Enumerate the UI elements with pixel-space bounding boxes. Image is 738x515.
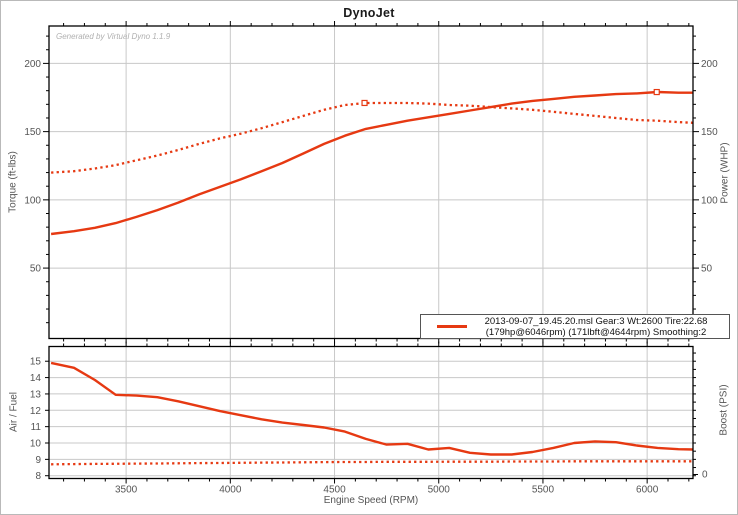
air-fuel-curve (50, 361, 694, 456)
boost-curve (51, 460, 693, 466)
y-tick-label: 12 (30, 406, 42, 417)
y-tick-label: 9 (35, 455, 41, 466)
peak-marker (653, 88, 660, 96)
y-tick-label: 8 (35, 471, 41, 482)
torque-curve (51, 101, 694, 174)
y-tick-label: 13 (30, 389, 42, 400)
y-tick-label: 100 (24, 195, 41, 206)
y-tick-label: 150 (24, 127, 41, 138)
airfuel-axis-title: Air / Fuel (8, 391, 20, 433)
power-axis-title: Power (WHP) (719, 142, 731, 204)
page-title: DynoJet (343, 6, 395, 20)
power-curve (50, 90, 693, 236)
x-tick-label: 6000 (636, 485, 659, 496)
y-tick-label-right: 50 (701, 264, 713, 275)
y-tick-label-right: 150 (701, 127, 718, 138)
legend-line-swatch (437, 325, 467, 328)
x-tick-label: 4000 (219, 485, 242, 496)
plot-border (48, 345, 694, 480)
y-tick-label-right: 200 (701, 59, 718, 70)
legend-run-info: 2013-09-07_19.45.20.msl Gear:3 Wt:2600 T… (484, 315, 708, 327)
y-tick-label: 11 (31, 422, 42, 433)
plot-border (48, 25, 694, 340)
y-tick-label: 50 (30, 264, 42, 275)
legend-peak-info: (179hp@6046rpm) (171lbft@4644rpm) Smooth… (485, 326, 707, 338)
boost-zero-label: 0 (702, 470, 708, 481)
watermark-text: Generated by Virtual Dyno 1.1.9 (56, 32, 171, 41)
boost-axis-title: Boost (PSI) (718, 384, 730, 436)
legend-box: 2013-09-07_19.45.20.msl Gear:3 Wt:2600 T… (420, 314, 730, 339)
y-tick-label-right: 100 (701, 195, 718, 206)
y-tick-label: 10 (30, 439, 42, 450)
y-tick-label: 15 (30, 357, 42, 368)
peak-marker (361, 99, 368, 107)
x-tick-label: 5500 (532, 485, 555, 496)
x-tick-label: 4500 (323, 485, 346, 496)
rpm-axis-title: Engine Speed (RPM) (323, 495, 419, 506)
torque-axis-title: Torque (ft-lbs) (7, 151, 19, 213)
y-tick-label: 200 (24, 59, 41, 70)
y-tick-label: 14 (30, 373, 42, 384)
legend-text: 2013-09-07_19.45.20.msl Gear:3 Wt:2600 T… (467, 316, 729, 338)
x-tick-label: 3500 (115, 485, 138, 496)
x-tick-label: 5000 (428, 485, 451, 496)
